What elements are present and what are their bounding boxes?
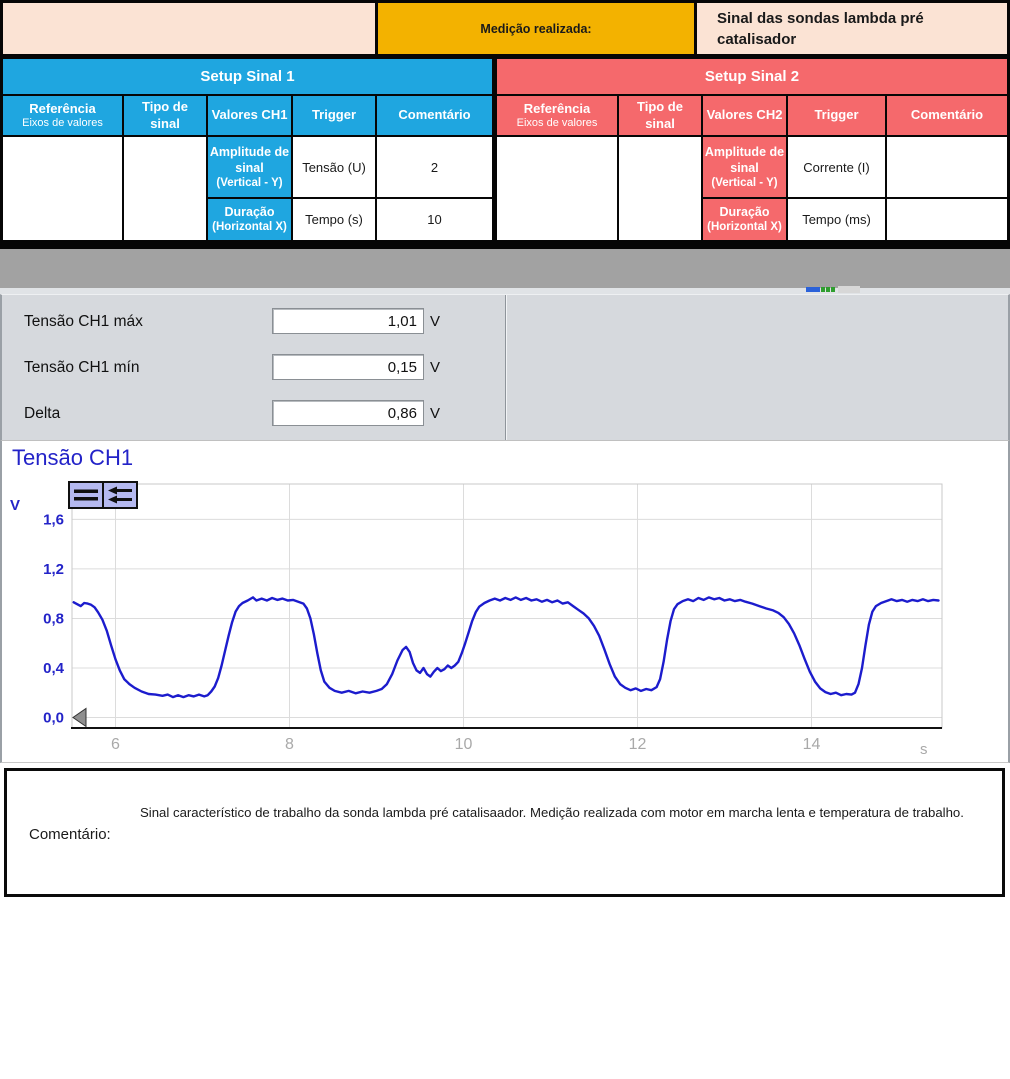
measurement-title-text: Sinal das sondas lambda pré catalisador — [717, 9, 924, 48]
ch1-min-label: Tensão CH1 mín — [24, 359, 140, 376]
setup1-col-trigger: Trigger — [293, 96, 375, 135]
x-tick-label: 10 — [455, 736, 473, 753]
setup-tables: Setup Sinal 1 Referência Eixos de valore… — [0, 57, 1010, 249]
mini-blue-icon — [806, 287, 820, 292]
delta-label: Delta — [24, 405, 61, 422]
setup2-col-tipo: Tipo de sinal — [619, 96, 701, 135]
measurement-title: Sinal das sondas lambda pré catalisador — [697, 3, 1007, 54]
chart-toolbar — [68, 481, 138, 509]
header-logo-cell — [3, 3, 375, 54]
setup1-col-tipo: Tipo de sinal — [124, 96, 206, 135]
setup1-tipo-row2: Tempo (s) — [293, 199, 375, 240]
y-tick-label: 1,6 — [43, 511, 64, 528]
mini-green-icon — [821, 287, 825, 292]
setup2-trigger-cell — [497, 137, 617, 240]
setup-signal-1-table: Setup Sinal 1 Referência Eixos de valore… — [3, 59, 492, 240]
setup1-trigger-cell — [3, 137, 122, 240]
x-tick-label: 14 — [803, 736, 821, 753]
ch1-min-unit: V — [430, 359, 441, 376]
x-tick-label: 6 — [111, 736, 120, 753]
chart-panel: Tensão CH1 V s 0,0 0,4 0,8 1,2 1,6 6 8 10 12 14 — [0, 440, 1010, 763]
setup1-row-duracao: Duração (Horizontal X) — [208, 199, 291, 240]
setup2-col-trigger: Trigger — [788, 96, 885, 135]
setup-signal-2-table: Setup Sinal 2 Referência Eixos de valore… — [497, 59, 1007, 240]
x-tick-label: 8 — [285, 736, 294, 753]
ch1-trace — [72, 596, 940, 699]
setup1-valor-row1: 2 — [377, 137, 492, 197]
comment-text[interactable]: Sinal característico de trabalho da sond… — [140, 805, 964, 820]
x-axis-unit-label: s — [920, 741, 928, 758]
measurements-panel: Tensão CH1 máx 1,01 V Tensão CH1 mín 0,1… — [0, 294, 1010, 441]
report-header: Medição realizada: Sinal das sondas lamb… — [0, 0, 1010, 57]
setup2-comentario-cell — [619, 137, 701, 240]
taskbar-mini-icons — [806, 286, 860, 293]
setup2-row-amplitude: Amplitude de sinal (Vertical - Y) — [703, 137, 786, 197]
x-tick-label: 12 — [629, 736, 647, 753]
setup2-col-valores: Valores CH2 — [703, 96, 786, 135]
setup2-tipo-row2: Tempo (ms) — [788, 199, 885, 240]
setup1-col-referencia: Referência Eixos de valores — [3, 96, 122, 135]
zero-level-marker-icon[interactable] — [72, 707, 87, 728]
y-tick-label: 1,2 — [43, 561, 64, 578]
setup1-tipo-row1: Tensão (U) — [293, 137, 375, 197]
scroll-left-button[interactable] — [102, 483, 136, 507]
zoom-reset-button[interactable] — [70, 483, 102, 507]
setup2-col-comentario: Comentário — [887, 96, 1007, 135]
setup1-comentario-cell — [124, 137, 206, 240]
mini-gray-box — [838, 286, 860, 293]
setup1-row-amplitude: Amplitude de sinal (Vertical - Y) — [208, 137, 291, 197]
separator-bar — [0, 249, 1010, 288]
y-tick-label: 0,4 — [43, 660, 65, 677]
panel-divider — [505, 295, 507, 441]
separator-strip — [0, 288, 1010, 294]
measurement-row: Tensão CH1 mín 0,15 V — [2, 354, 505, 381]
setup2-tipo-row1: Corrente (I) — [788, 137, 885, 197]
setup2-col-referencia: Referência Eixos de valores — [497, 96, 617, 135]
y-axis-unit-label: V — [10, 497, 21, 514]
delta-unit: V — [430, 405, 441, 422]
setup2-row-duracao: Duração (Horizontal X) — [703, 199, 786, 240]
setup1-valor-row2: 10 — [377, 199, 492, 240]
waveform-plot: 0,0 0,4 0,8 1,2 1,6 6 8 10 12 14 — [43, 483, 943, 753]
ch1-max-unit: V — [430, 313, 441, 330]
measurement-made-label: Medição realizada: — [378, 3, 694, 54]
setup1-title: Setup Sinal 1 — [3, 59, 492, 94]
chart-title: Tensão CH1 — [12, 445, 134, 470]
horizontal-lines-icon — [74, 489, 98, 501]
mini-green-icon — [831, 287, 835, 292]
mini-green-icon — [826, 287, 830, 292]
measurement-row: Delta 0,86 V — [2, 400, 505, 427]
setup2-title: Setup Sinal 2 — [497, 59, 1007, 94]
setup2-valor-row1 — [887, 137, 1007, 197]
double-left-arrow-icon — [108, 486, 132, 504]
ch1-max-label: Tensão CH1 máx — [24, 313, 143, 330]
y-tick-label: 0,8 — [43, 610, 64, 627]
delta-value-field[interactable]: 0,86 — [272, 400, 424, 426]
ch1-max-value-field[interactable]: 1,01 — [272, 308, 424, 334]
comment-label: Comentário: — [29, 826, 111, 843]
measurement-row: Tensão CH1 máx 1,01 V — [2, 308, 505, 335]
y-tick-label: 0,0 — [43, 709, 64, 726]
setup1-col-comentario: Comentário — [377, 96, 492, 135]
setup1-col-valores: Valores CH1 — [208, 96, 291, 135]
setup2-valor-row2 — [887, 199, 1007, 240]
comment-box: Comentário: Sinal característico de trab… — [4, 768, 1005, 897]
ch1-min-value-field[interactable]: 0,15 — [272, 354, 424, 380]
